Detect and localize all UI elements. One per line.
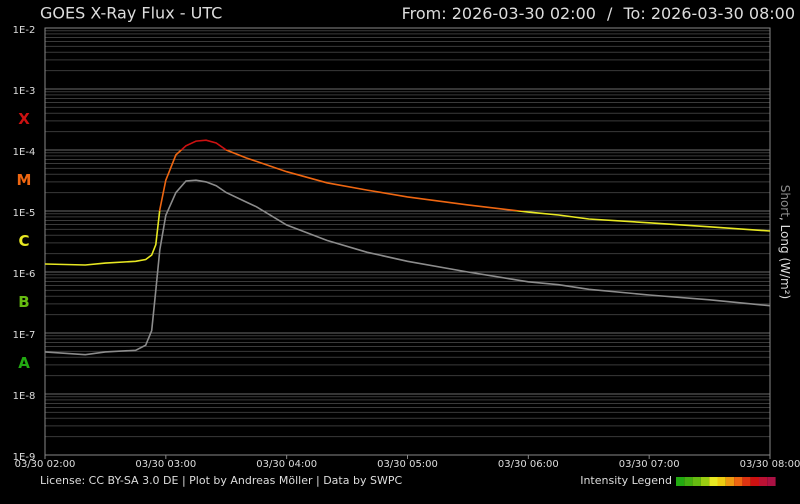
intensity-swatch — [676, 477, 685, 486]
y-tick-label: 1E-2 — [13, 25, 36, 36]
x-tick-label: 03/30 07:00 — [619, 459, 680, 470]
range-from: From: 2026-03-30 02:00 — [402, 4, 596, 23]
y-tick-label: 1E-7 — [13, 330, 36, 341]
intensity-swatch — [767, 477, 776, 486]
class-label: C — [18, 232, 29, 250]
intensity-swatch — [709, 477, 718, 486]
y-tick-label: 1E-3 — [13, 86, 36, 97]
intensity-swatch — [692, 477, 701, 486]
x-tick-label: 03/30 03:00 — [135, 459, 196, 470]
class-label: A — [18, 354, 30, 372]
y-axis-label: Short, Long (W/m²) — [779, 185, 793, 300]
y-tick-label: 1E-4 — [13, 147, 36, 158]
x-tick-label: 03/30 02:00 — [15, 459, 76, 470]
y-unit: (W/m²) — [779, 257, 793, 299]
legend-long: Long — [779, 225, 793, 254]
legend-separator: , — [779, 217, 793, 221]
class-label: B — [18, 293, 29, 311]
intensity-swatch — [717, 477, 726, 486]
x-tick-label: 03/30 08:00 — [740, 459, 800, 470]
series-line — [44, 139, 771, 266]
class-label: X — [18, 110, 30, 128]
intensity-swatch — [684, 477, 693, 486]
series-line — [44, 179, 771, 356]
y-tick-label: 1E-9 — [13, 452, 36, 463]
x-tick-label: 03/30 06:00 — [498, 459, 559, 470]
intensity-swatch — [734, 477, 743, 486]
x-tick-label: 03/30 05:00 — [377, 459, 438, 470]
footer: License: CC BY-SA 3.0 DE | Plot by Andre… — [40, 474, 402, 487]
class-label: M — [17, 171, 32, 189]
intensity-legend-label: Intensity Legend — [580, 474, 672, 487]
y-tick-label: 1E-6 — [13, 269, 36, 280]
x-tick-label: 03/30 04:00 — [256, 459, 317, 470]
time-range: From: 2026-03-30 02:00 / To: 2026-03-30 … — [402, 4, 795, 23]
intensity-swatch — [725, 477, 735, 486]
intensity-swatch — [700, 477, 710, 486]
legend-short: Short — [779, 185, 793, 217]
y-tick-label: 1E-8 — [13, 391, 36, 402]
range-separator: / — [607, 4, 613, 23]
intensity-swatch — [742, 477, 751, 486]
chart-title: GOES X-Ray Flux - UTC — [40, 4, 222, 23]
intensity-swatch — [759, 477, 768, 486]
y-tick-label: 1E-5 — [13, 208, 36, 219]
intensity-swatch — [750, 477, 759, 486]
range-to: To: 2026-03-30 08:00 — [623, 4, 796, 23]
